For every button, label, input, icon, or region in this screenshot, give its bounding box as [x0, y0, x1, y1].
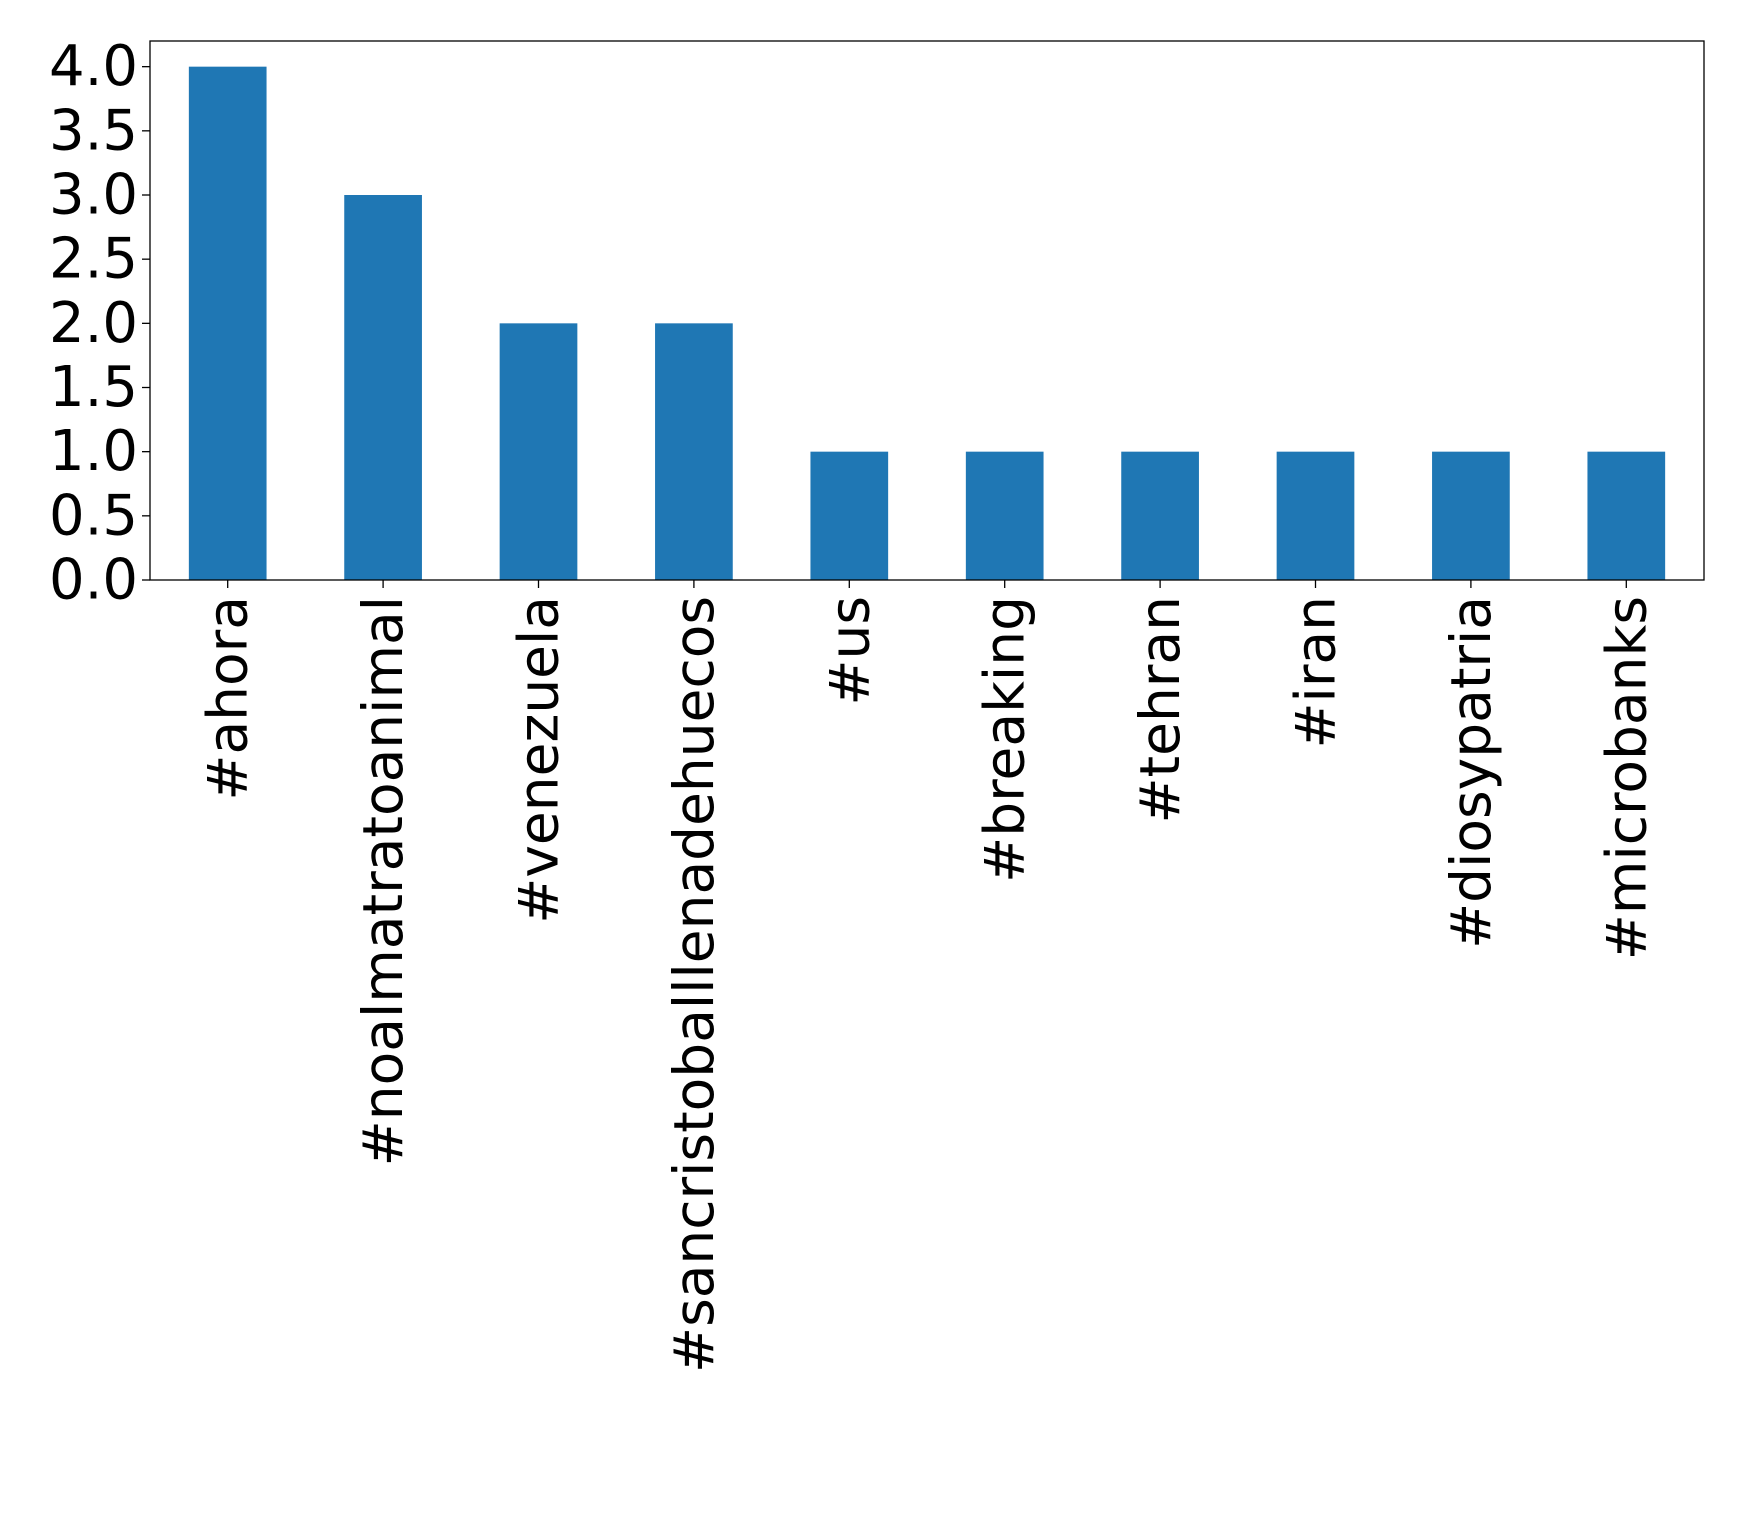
bars-layer: [188, 66, 1666, 580]
x-tick-label-6: #tehran: [1128, 596, 1192, 824]
bar-2: [499, 323, 578, 580]
y-tick-label-5: 2.5: [49, 227, 138, 292]
bar-9: [1587, 451, 1666, 580]
x-tick-label-2: #venezuela: [507, 596, 571, 924]
bar-8: [1432, 451, 1510, 580]
y-tick-label-2: 1.0: [49, 419, 138, 484]
x-tick-label-0: #ahora: [196, 596, 260, 801]
x-tick-label-1: #noalmatratoanimal: [351, 596, 415, 1166]
y-tick-label-4: 2.0: [49, 291, 138, 356]
y-axis: 0.00.51.01.52.02.53.03.54.0: [49, 34, 150, 613]
x-tick-label-5: #breaking: [973, 596, 1037, 883]
bar-0: [188, 66, 267, 580]
x-tick-label-8: #diosypatria: [1439, 596, 1503, 949]
y-tick-label-1: 0.5: [49, 483, 138, 548]
bar-3: [655, 323, 733, 580]
bar-5: [965, 451, 1044, 580]
x-tick-label-9: #microbanks: [1594, 596, 1658, 960]
x-tick-label-4: #us: [817, 596, 881, 706]
x-tick-label-3: #sancristoballlenadehuecos: [662, 596, 726, 1373]
bar-6: [1121, 451, 1199, 580]
y-tick-label-7: 3.5: [49, 98, 138, 163]
y-tick-label-3: 1.5: [49, 355, 138, 420]
y-tick-label-8: 4.0: [49, 34, 138, 99]
plot-frame: [149, 40, 1705, 581]
y-tick-label-6: 3.0: [49, 163, 138, 228]
bar-7: [1276, 451, 1355, 580]
bar-4: [810, 451, 889, 580]
y-tick-label-0: 0.0: [49, 548, 138, 613]
x-tick-label-7: #iran: [1284, 596, 1348, 749]
x-axis: #ahora #noalmatratoanimal #venezuela #sancr…: [196, 580, 1658, 1373]
bar-1: [344, 195, 422, 580]
